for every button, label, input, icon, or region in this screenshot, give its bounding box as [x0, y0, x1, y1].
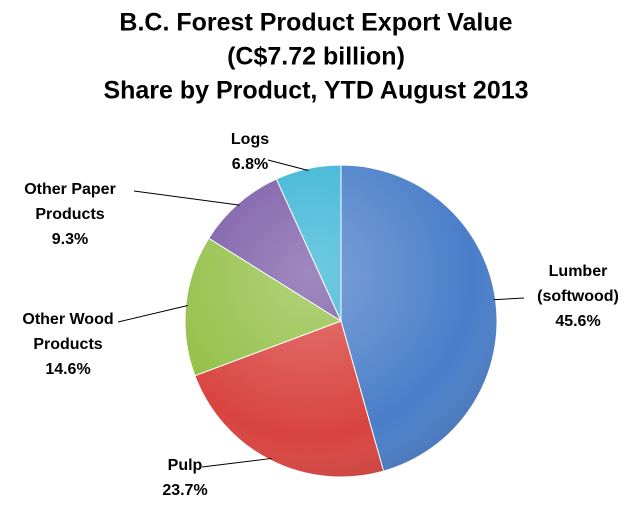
value-label: 23.7%	[162, 482, 207, 499]
slice-label: Pulp	[168, 457, 203, 474]
leader-line	[267, 159, 309, 171]
slice-label: Logs	[231, 131, 269, 148]
leader-line	[201, 457, 272, 468]
value-label: 14.6%	[45, 361, 90, 378]
chart-title: B.C. Forest Product Export Value	[119, 9, 512, 37]
chart-title: Share by Product, YTD August 2013	[103, 77, 528, 105]
slice-label: Products	[33, 336, 102, 353]
leader-line	[493, 297, 525, 301]
slice-label: (softwood)	[537, 288, 619, 305]
value-label: 9.3%	[52, 231, 88, 248]
value-label: 45.6%	[555, 313, 600, 330]
slice-label: Other Paper	[24, 181, 116, 198]
slice-label: Lumber	[549, 263, 608, 280]
value-label: 6.8%	[232, 156, 268, 173]
leader-line	[133, 190, 240, 206]
slice-label: Products	[35, 206, 104, 223]
slice-label: Other Wood	[22, 311, 113, 328]
leader-line	[117, 305, 188, 323]
chart-title: (C$7.72 billion)	[227, 43, 405, 71]
